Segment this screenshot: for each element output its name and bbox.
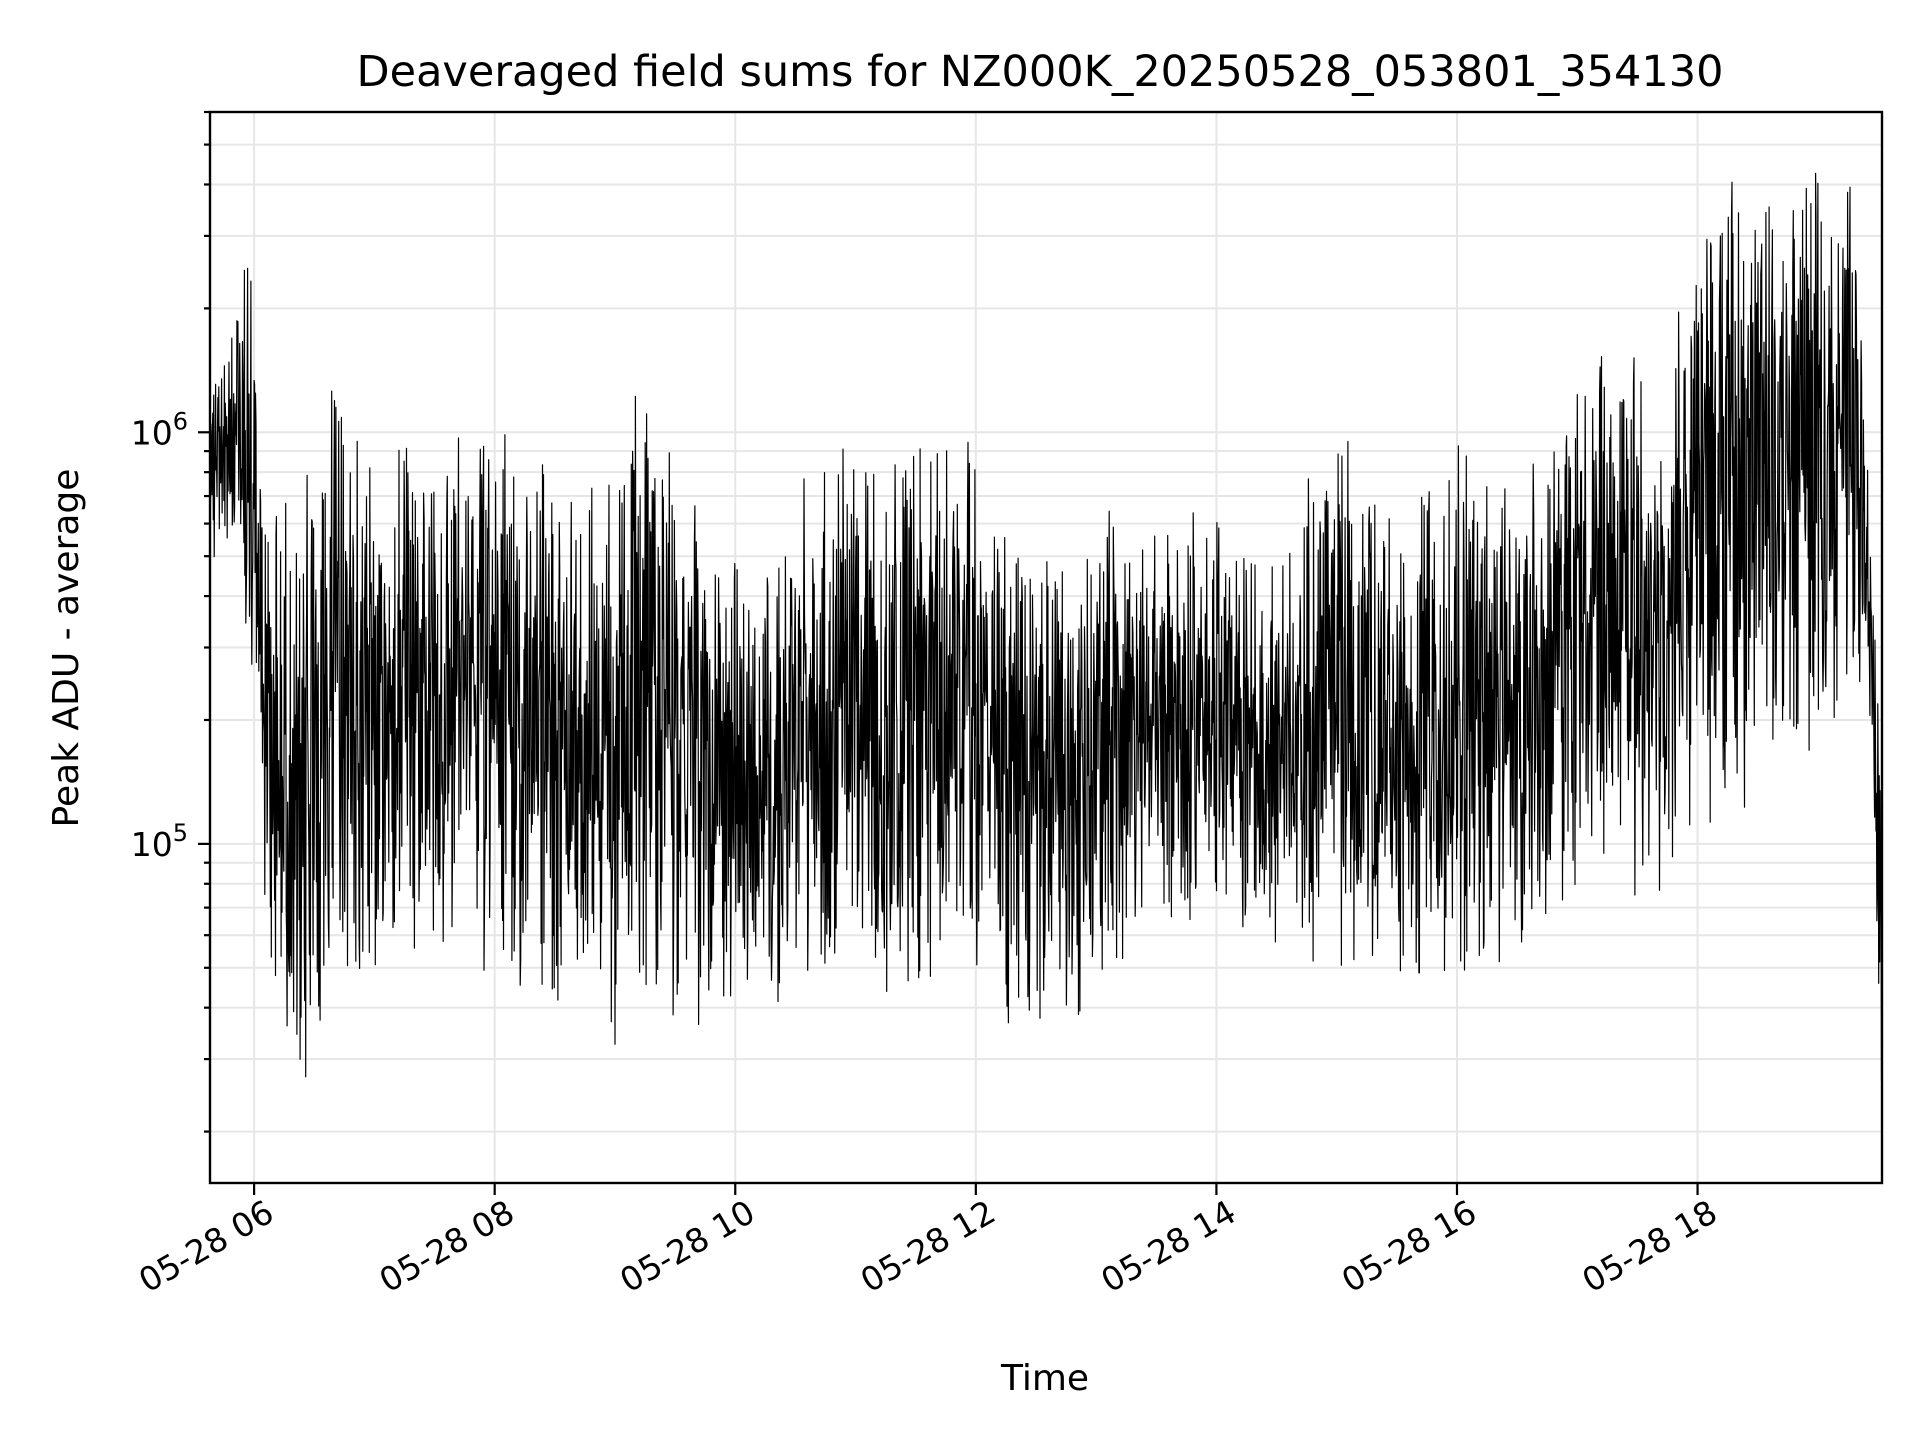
series-layer: [209, 172, 1883, 1082]
y-tick-label: 105: [131, 819, 188, 864]
y-tick-label: 106: [131, 407, 188, 452]
y-axis-ticks: 105 106: [131, 110, 210, 1133]
chart-title: Deaveraged field sums for NZ000K_2025052…: [357, 47, 1724, 97]
series-line: [209, 172, 1883, 1082]
x-axis-label: Time: [1000, 1358, 1089, 1399]
y-axis-label: Peak ADU - average: [46, 469, 87, 828]
